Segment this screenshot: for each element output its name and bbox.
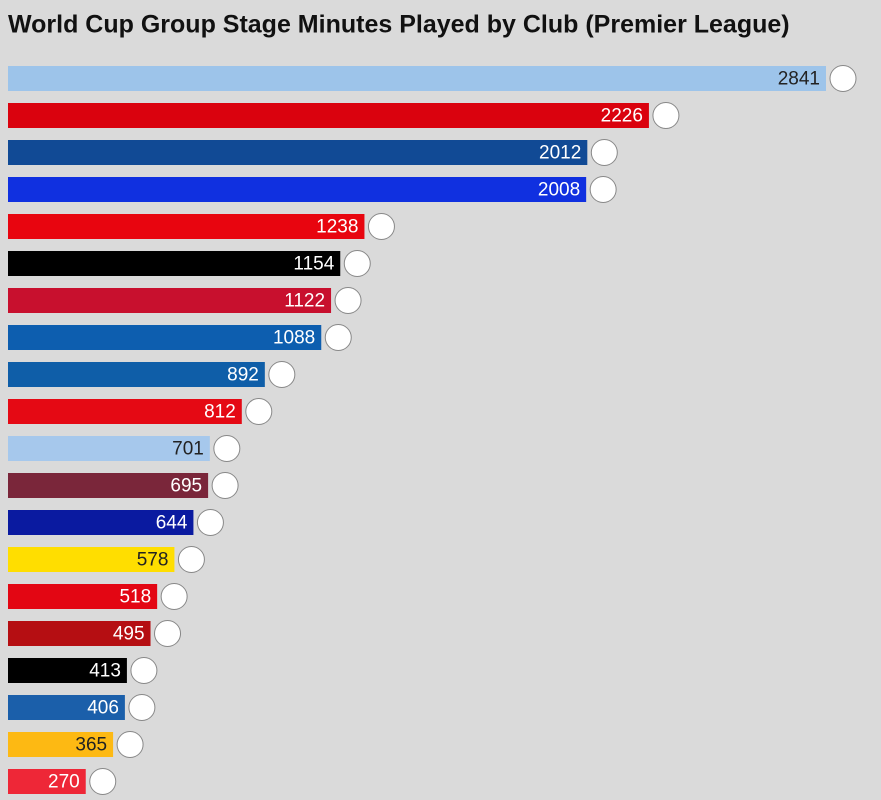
club-badge xyxy=(130,657,158,684)
club-badge xyxy=(213,435,241,462)
value-label: 1122 xyxy=(284,291,325,312)
club-badge xyxy=(652,102,680,129)
value-label: 518 xyxy=(119,587,151,608)
bar xyxy=(8,621,151,646)
club-badge xyxy=(116,731,144,758)
bar xyxy=(8,325,322,350)
club-badge xyxy=(177,546,205,573)
bar xyxy=(8,362,265,387)
value-label: 578 xyxy=(137,550,169,571)
club-badge xyxy=(367,213,395,240)
bar xyxy=(8,251,341,276)
value-label: 701 xyxy=(172,439,204,460)
club-badge xyxy=(128,694,156,721)
bar xyxy=(8,584,158,609)
bar xyxy=(8,732,114,757)
value-label: 365 xyxy=(75,735,107,756)
value-label: 270 xyxy=(48,772,80,793)
bar xyxy=(8,177,587,202)
club-badge xyxy=(829,65,857,92)
chart-title: World Cup Group Stage Minutes Played by … xyxy=(8,11,790,39)
value-label: 2226 xyxy=(601,106,643,127)
club-badge xyxy=(245,398,273,425)
bar xyxy=(8,399,242,424)
club-badge xyxy=(160,583,188,610)
value-label: 1238 xyxy=(316,217,358,238)
value-label: 2841 xyxy=(778,69,820,90)
value-label: 1088 xyxy=(273,328,315,349)
club-badge xyxy=(324,324,352,351)
value-label: 2012 xyxy=(539,143,581,164)
bar xyxy=(8,473,209,498)
bar xyxy=(8,769,86,794)
value-label: 495 xyxy=(113,624,145,645)
value-label: 2008 xyxy=(538,180,580,201)
club-badge xyxy=(334,287,362,314)
bar xyxy=(8,288,332,313)
bar xyxy=(8,103,649,128)
bar xyxy=(8,214,365,239)
value-label: 644 xyxy=(156,513,188,534)
club-badge xyxy=(268,361,296,388)
club-badge xyxy=(196,509,224,536)
value-label: 413 xyxy=(89,661,121,682)
bar xyxy=(8,436,210,461)
value-label: 695 xyxy=(170,476,202,497)
value-label: 892 xyxy=(227,365,259,386)
club-badge xyxy=(211,472,239,499)
club-badge xyxy=(590,139,618,166)
club-badge xyxy=(154,620,182,647)
value-label: 1154 xyxy=(293,254,334,275)
value-label: 406 xyxy=(87,698,119,719)
bar xyxy=(8,547,175,572)
bar xyxy=(8,510,194,535)
bar xyxy=(8,658,127,683)
club-badge xyxy=(589,176,617,203)
club-badge xyxy=(89,768,117,795)
bar xyxy=(8,695,125,720)
club-badge xyxy=(343,250,371,277)
value-label: 812 xyxy=(204,402,236,423)
bar xyxy=(8,140,588,165)
bar xyxy=(8,66,826,91)
